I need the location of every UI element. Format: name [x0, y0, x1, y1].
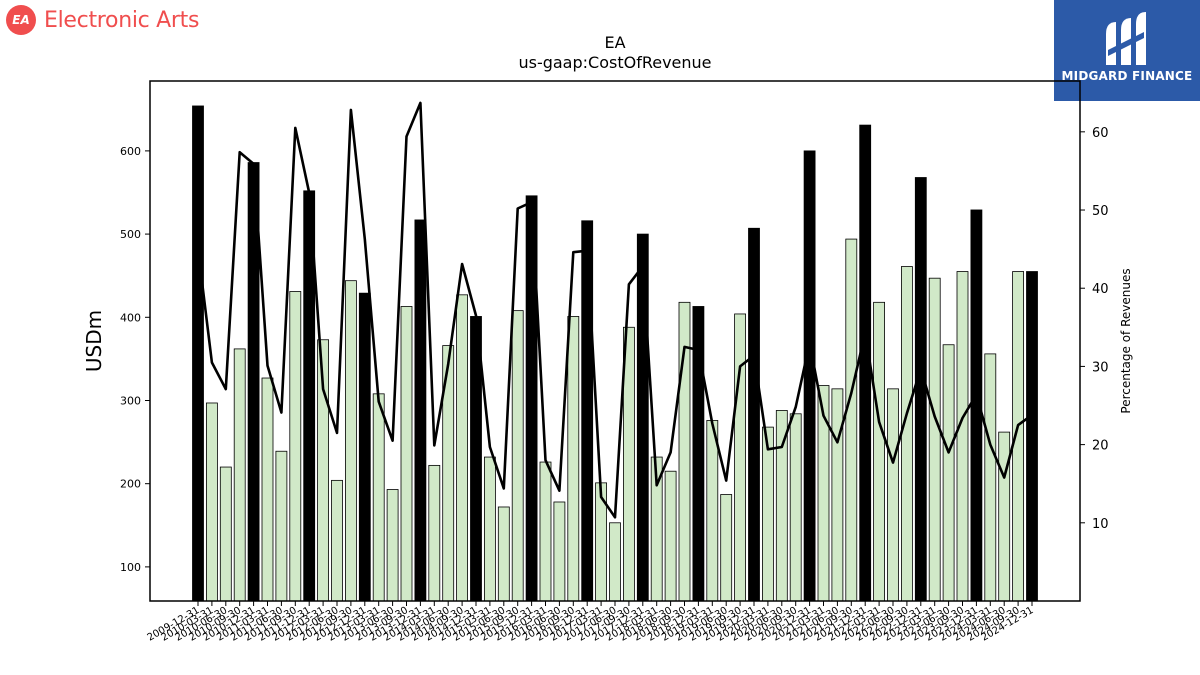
- bar-quarterly: [845, 238, 858, 602]
- y2-tick-label: 10: [1092, 517, 1109, 532]
- bar-quarterly: [873, 301, 885, 602]
- bar-annual: [914, 177, 927, 602]
- bar-quarterly: [553, 501, 566, 602]
- bar-quarterly: [275, 450, 288, 602]
- bar-annual: [414, 219, 427, 602]
- bar-annual: [636, 233, 649, 602]
- bar-annual: [803, 150, 816, 602]
- bar-quarterly: [887, 388, 899, 602]
- ea-logo-icon: EA: [6, 5, 36, 35]
- bar-quarterly: [984, 353, 997, 602]
- bar-quarterly: [706, 420, 719, 602]
- company-name: Electronic Arts: [44, 7, 200, 33]
- y2-tick-label: 50: [1092, 204, 1109, 219]
- bar-quarterly: [762, 426, 774, 602]
- bar-quarterly: [539, 461, 552, 602]
- bar-quarterly: [233, 348, 246, 602]
- bar-quarterly: [734, 313, 746, 602]
- y2-tick-label: 20: [1092, 439, 1109, 454]
- x-axis: 2009-12-312010-03-312010-06-302010-09-30…: [146, 601, 1036, 644]
- badge-text: MIDGARD FINANCE: [1061, 69, 1193, 83]
- bar-quarterly: [901, 266, 913, 602]
- midgard-finance-badge: MIDGARD FINANCE: [1054, 0, 1200, 101]
- bar-annual: [581, 220, 594, 602]
- bars-layer: [192, 105, 1038, 602]
- bar-quarterly: [511, 310, 524, 602]
- company-brand: EA Electronic Arts: [6, 5, 199, 35]
- bar-annual: [358, 292, 371, 602]
- y-tick-label: 600: [120, 145, 141, 158]
- bar-quarterly: [831, 388, 844, 602]
- bar-quarterly: [928, 277, 941, 602]
- bar-annual: [192, 105, 204, 602]
- bar-quarterly: [386, 489, 399, 602]
- y-tick-label: 200: [120, 478, 141, 491]
- y2-tick-label: 60: [1092, 126, 1109, 141]
- bar-quarterly: [664, 470, 677, 602]
- y-axis-label: USDm: [82, 310, 106, 372]
- bar-annual: [1026, 271, 1038, 602]
- bar-quarterly: [609, 522, 621, 602]
- bar-quarterly: [331, 479, 343, 602]
- bar-quarterly: [789, 413, 802, 602]
- bar-quarterly: [456, 294, 469, 602]
- y2-tick-label: 40: [1092, 282, 1109, 297]
- bar-annual: [748, 227, 760, 602]
- bar-quarterly: [372, 393, 385, 602]
- chart-subtitle: us-gaap:CostOfRevenue: [518, 53, 711, 72]
- bar-quarterly: [497, 506, 510, 602]
- bar-quarterly: [483, 456, 496, 602]
- y-tick-label: 500: [120, 228, 141, 241]
- bar-quarterly: [942, 344, 955, 602]
- y-tick-label: 100: [120, 561, 141, 574]
- bar-quarterly: [956, 271, 969, 602]
- y2-axis-label: Percentage of Revenues: [1119, 268, 1133, 413]
- y-axis-left: 100 200 300 400 500 600: [120, 145, 150, 574]
- y2-tick-label: 30: [1092, 360, 1109, 375]
- y-tick-label: 300: [120, 394, 141, 407]
- y-tick-label: 400: [120, 311, 141, 324]
- bar-quarterly: [567, 316, 580, 602]
- bar-quarterly: [400, 306, 413, 602]
- bar-quarterly: [344, 280, 357, 602]
- bar-quarterly: [428, 464, 441, 602]
- bar-quarterly: [219, 466, 232, 602]
- bar-quarterly: [289, 291, 302, 602]
- bar-quarterly: [720, 494, 733, 602]
- chart-title: EA: [604, 33, 625, 52]
- percentage-line: [196, 101, 1033, 519]
- bar-quarterly: [205, 402, 218, 602]
- bar-quarterly: [998, 431, 1011, 602]
- bar-quarterly: [261, 377, 274, 602]
- y-axis-right: 10 20 30 40 50 60: [1080, 126, 1109, 532]
- line-layer: [196, 101, 1033, 519]
- midgard-logo-icon: [1106, 12, 1146, 65]
